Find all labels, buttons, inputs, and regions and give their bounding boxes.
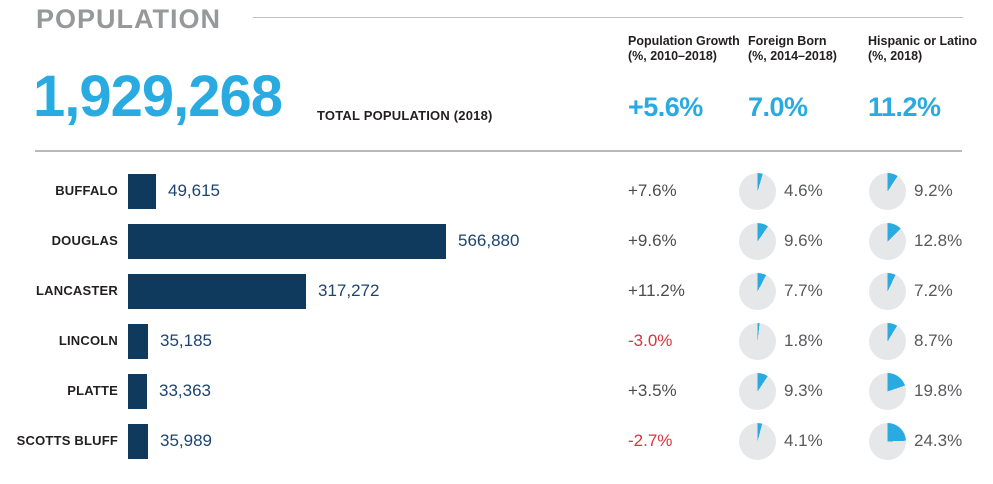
population-bar xyxy=(128,223,446,259)
foreign-born-pie xyxy=(739,273,776,310)
county-row-lancaster: LANCASTER 317,272 +11.2% 7.7% 7.2% xyxy=(0,273,993,310)
foreign-born-pie xyxy=(739,173,776,210)
column-label-range: (%, 2018) xyxy=(868,49,923,63)
column-label-range: (%, 2014–2018) xyxy=(748,49,837,63)
column-header-population-growth: Population Growth (%, 2010–2018) +5.6% xyxy=(628,34,748,122)
county-label: DOUGLAS xyxy=(51,233,118,248)
population-bar xyxy=(128,323,148,359)
foreign-born-pie xyxy=(739,373,776,410)
hispanic-latino-pie xyxy=(869,173,906,210)
county-row-buffalo: BUFFALO 49,615 +7.6% 4.6% 9.2% xyxy=(0,173,993,210)
population-value: 566,880 xyxy=(458,231,520,250)
hispanic-latino-pie xyxy=(869,223,906,260)
population-value: 49,615 xyxy=(168,181,220,200)
foreign-born-value: 1.8% xyxy=(784,331,823,350)
county-row-platte: PLATTE 33,363 +3.5% 9.3% 19.8% xyxy=(0,373,993,410)
hispanic-latino-pie xyxy=(869,423,906,460)
county-label: LINCOLN xyxy=(58,333,118,348)
foreign-born-value: 9.6% xyxy=(784,231,823,250)
foreign-born-pie xyxy=(739,323,776,360)
summary-foreign-born: 7.0% xyxy=(748,92,808,122)
summary-population-growth: +5.6% xyxy=(628,92,703,122)
hispanic-latino-pie xyxy=(869,323,906,360)
county-row-scotts-bluff: SCOTTS BLUFF 35,989 -2.7% 4.1% 24.3% xyxy=(0,423,993,460)
foreign-born-value: 7.7% xyxy=(784,281,823,300)
hispanic-latino-pie xyxy=(869,273,906,310)
population-bar xyxy=(128,273,306,309)
growth-value: +7.6% xyxy=(628,181,677,200)
column-header-foreign-born: Foreign Born (%, 2014–2018) 7.0% xyxy=(748,34,868,122)
page-title: POPULATION xyxy=(36,4,221,34)
growth-value: +11.2% xyxy=(628,281,685,300)
column-label: Population Growth xyxy=(628,34,740,48)
foreign-born-value: 9.3% xyxy=(784,381,823,400)
total-population-value: 1,929,268 xyxy=(33,64,283,129)
foreign-born-value: 4.6% xyxy=(784,181,823,200)
growth-value: -2.7% xyxy=(628,431,673,450)
hispanic-latino-value: 19.8% xyxy=(914,381,963,400)
hispanic-latino-value: 9.2% xyxy=(914,181,953,200)
growth-value: +9.6% xyxy=(628,231,677,250)
foreign-born-value: 4.1% xyxy=(784,431,823,450)
header-divider xyxy=(35,150,962,152)
population-bar xyxy=(128,423,148,459)
population-value: 33,363 xyxy=(159,381,211,400)
foreign-born-pie xyxy=(739,223,776,260)
column-label: Hispanic or Latino xyxy=(868,34,978,48)
hispanic-latino-value: 12.8% xyxy=(914,231,963,250)
county-label: PLATTE xyxy=(67,383,118,398)
county-label: LANCASTER xyxy=(36,283,118,298)
hispanic-latino-value: 8.7% xyxy=(914,331,953,350)
title-rule xyxy=(253,17,963,18)
county-row-douglas: DOUGLAS 566,880 +9.6% 9.6% 12.8% xyxy=(0,223,993,260)
population-bar xyxy=(128,373,147,409)
population-value: 35,185 xyxy=(160,331,212,350)
summary-hispanic-latino: 11.2% xyxy=(868,92,941,122)
hispanic-latino-value: 7.2% xyxy=(914,281,953,300)
county-label: SCOTTS BLUFF xyxy=(16,433,118,448)
growth-value: -3.0% xyxy=(628,331,673,350)
county-row-lincoln: LINCOLN 35,185 -3.0% 1.8% 8.7% xyxy=(0,323,993,360)
population-bar xyxy=(128,173,156,209)
column-header-hispanic-latino: Hispanic or Latino (%, 2018) 11.2% xyxy=(868,34,988,122)
foreign-born-pie xyxy=(739,423,776,460)
hispanic-latino-value: 24.3% xyxy=(914,431,963,450)
growth-value: +3.5% xyxy=(628,381,677,400)
hispanic-latino-pie xyxy=(869,373,906,410)
population-value: 317,272 xyxy=(318,281,380,300)
total-population-label: TOTAL POPULATION (2018) xyxy=(317,108,493,123)
column-label: Foreign Born xyxy=(748,34,827,48)
population-value: 35,989 xyxy=(160,431,212,450)
column-label-range: (%, 2010–2018) xyxy=(628,49,717,63)
county-label: BUFFALO xyxy=(55,183,118,198)
